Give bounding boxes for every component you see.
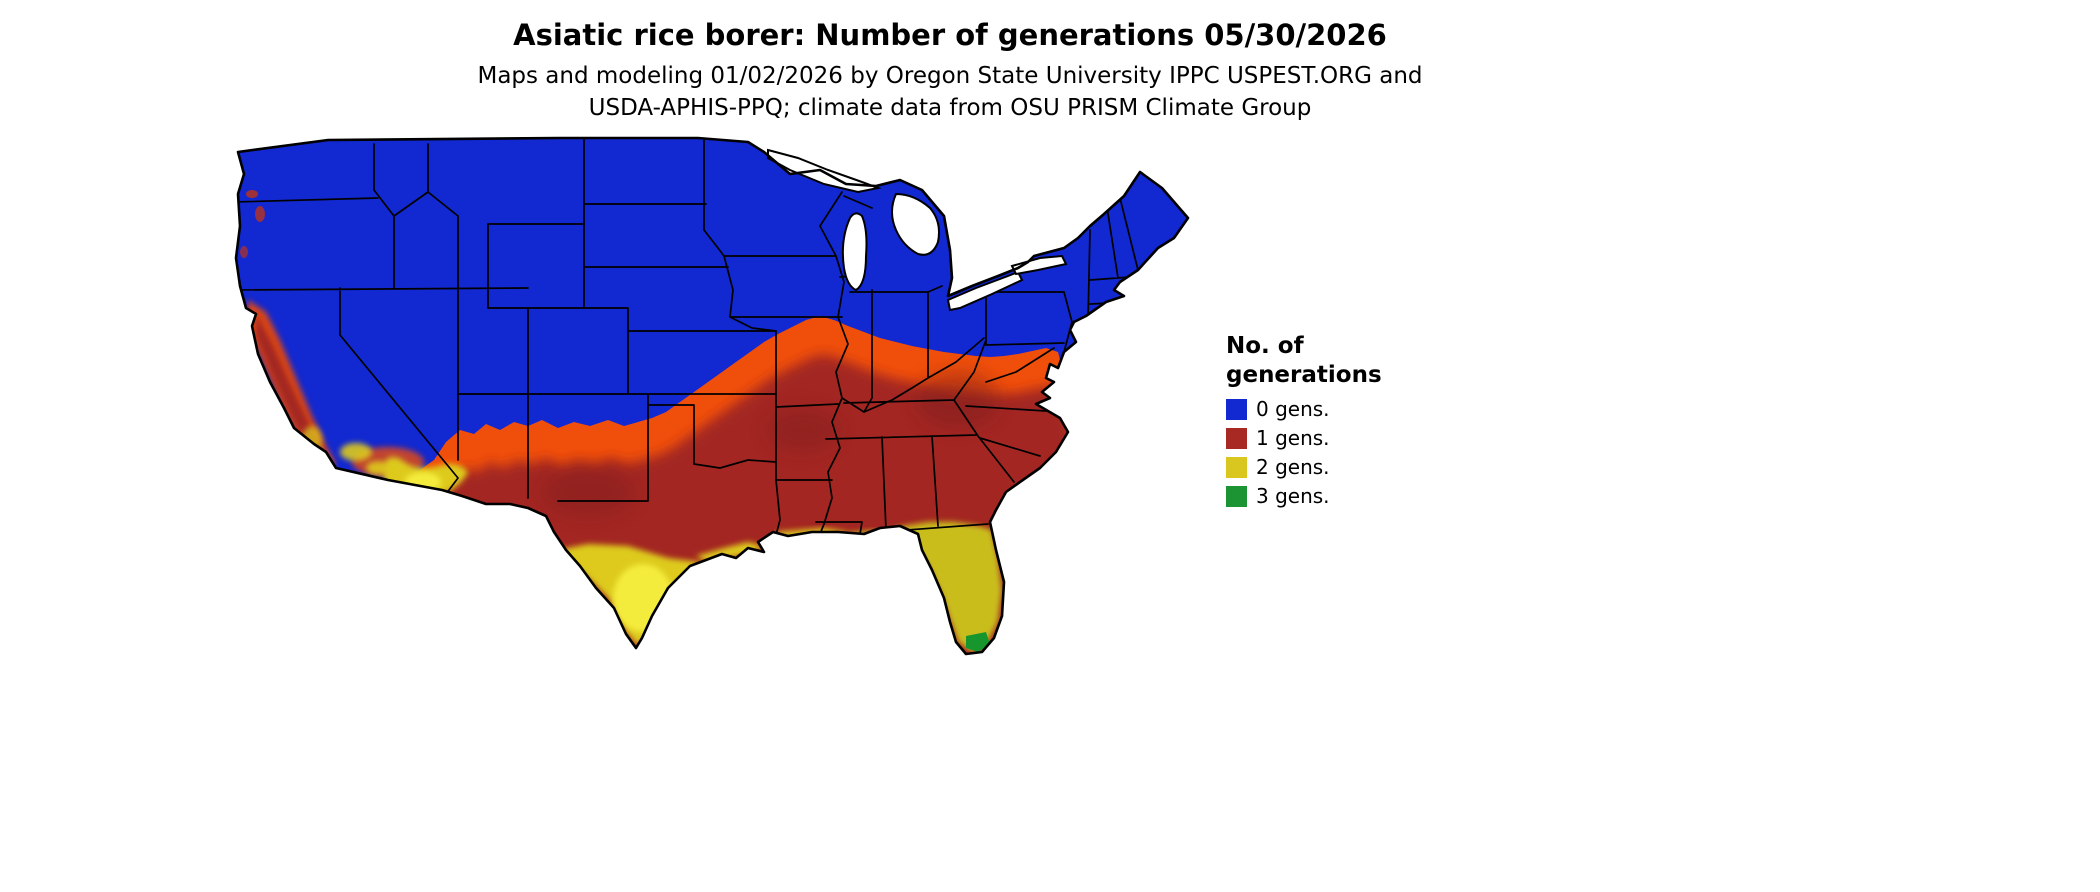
legend-label-2-gens: 2 gens.: [1256, 455, 1330, 479]
legend-row-1-gens: 1 gens.: [1226, 426, 1382, 450]
lake-huron: [891, 192, 940, 256]
zone-3-keys-b: [962, 656, 966, 660]
zone-2-central-valley: [302, 426, 322, 454]
state-boundaries: [236, 138, 1145, 551]
zone-3-keys-c: [974, 654, 978, 658]
legend-row-0-gens: 0 gens.: [1226, 397, 1382, 421]
zone-2-socal-a: [340, 443, 372, 461]
legend-title-line-1: No. of: [1226, 333, 1304, 359]
lake-ontario: [1010, 254, 1068, 276]
lake-erie: [946, 270, 1024, 312]
legend-row-2-gens: 2 gens.: [1226, 455, 1382, 479]
legend-swatch-2-gens: [1226, 456, 1247, 478]
willamette-warm-fleck: [255, 206, 265, 222]
california-dark-red-core: [256, 314, 322, 454]
zone-3-south-florida: [966, 632, 990, 652]
zone-2-south-texas-bright: [613, 564, 673, 632]
lake-michigan: [841, 212, 868, 292]
legend-title: No. of generations: [1226, 332, 1382, 390]
page-subtitle: Maps and modeling 01/02/2026 by Oregon S…: [0, 60, 1900, 124]
map-legend: No. of generations 0 gens. 1 gens. 2 gen…: [1226, 332, 1382, 513]
us-generations-map: [228, 130, 1213, 670]
legend-items: 0 gens. 1 gens. 2 gens. 3 gens.: [1226, 397, 1382, 508]
coast-warm-fleck: [240, 246, 248, 258]
legend-label-0-gens: 0 gens.: [1256, 397, 1330, 421]
map-fill-layers: [236, 138, 1188, 660]
legend-label-3-gens: 3 gens.: [1256, 484, 1330, 508]
legend-label-1-gens: 1 gens.: [1256, 426, 1330, 450]
legend-swatch-0-gens: [1226, 398, 1247, 420]
dark-red-ozarks: [767, 408, 839, 452]
dark-red-appalachia: [916, 372, 1000, 428]
long-island-fleck: [1073, 325, 1079, 331]
dark-red-west-texas: [542, 468, 634, 516]
conus-map-svg: [234, 136, 1190, 660]
us-outline: [234, 136, 1190, 656]
legend-row-3-gens: 3 gens.: [1226, 484, 1382, 508]
legend-swatch-1-gens: [1226, 427, 1247, 449]
page-title: Asiatic rice borer: Number of generation…: [513, 18, 1387, 52]
legend-swatch-3-gens: [1226, 485, 1247, 507]
puget-warm-fleck: [246, 190, 258, 198]
zone-2-socal-b: [366, 461, 390, 475]
legend-title-line-2: generations: [1226, 362, 1382, 388]
zone-3-keys-a: [951, 653, 957, 654]
subtitle-line-1: Maps and modeling 01/02/2026 by Oregon S…: [477, 63, 1423, 89]
subtitle-line-2: USDA-APHIS-PPQ; climate data from OSU PR…: [588, 95, 1312, 121]
